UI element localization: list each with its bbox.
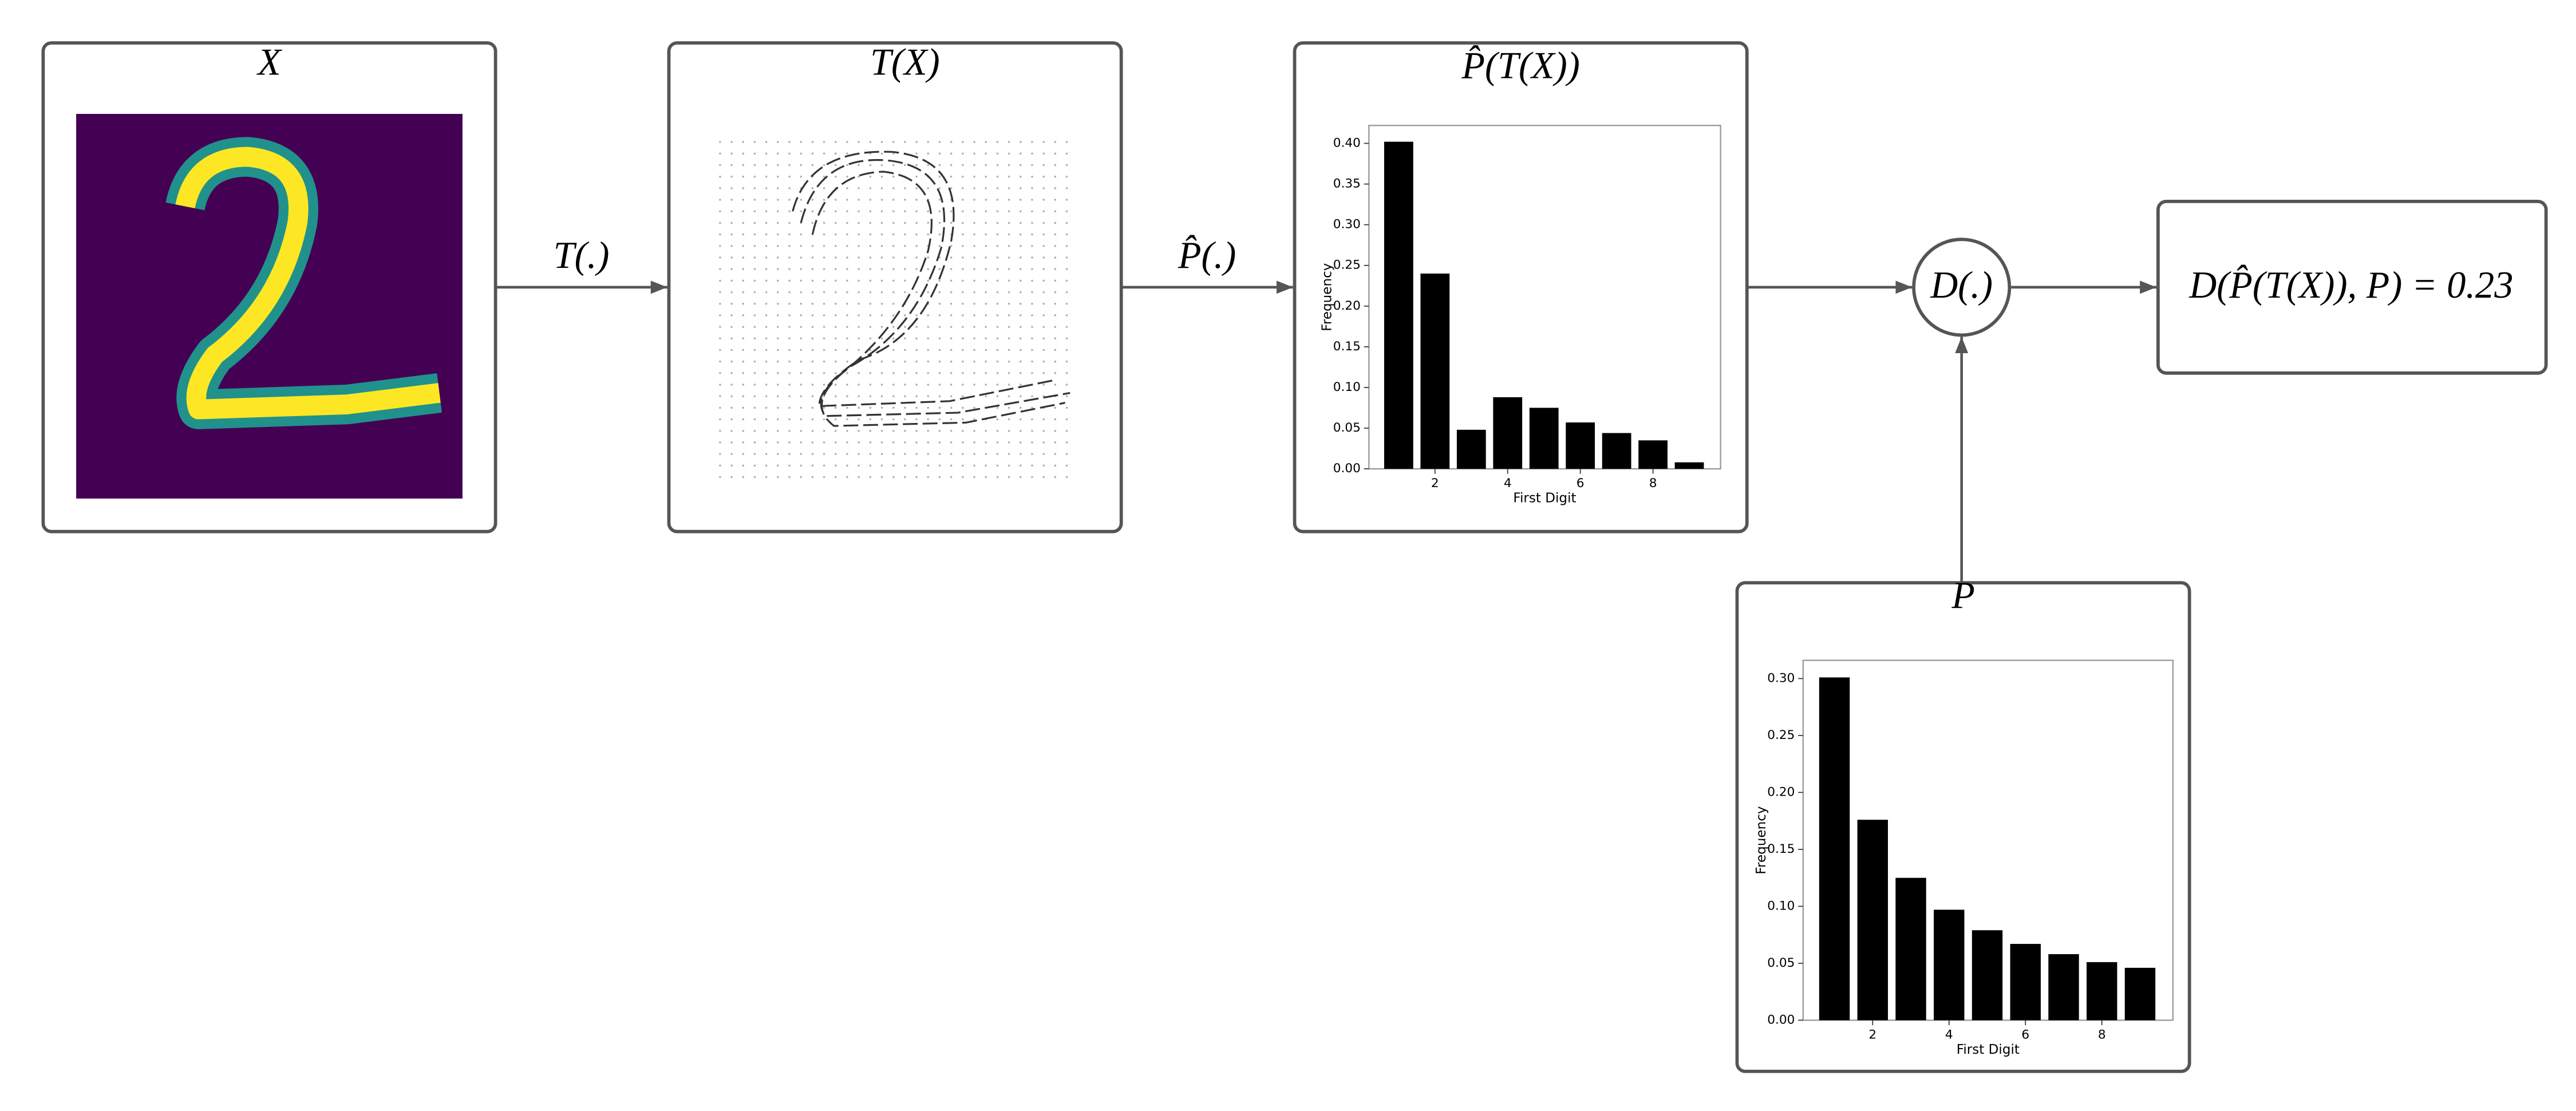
y-tick-label: 0.30 bbox=[1333, 218, 1361, 232]
y-tick-label: 0.20 bbox=[1767, 785, 1795, 799]
edge-label: P̂(.) bbox=[1178, 235, 1236, 276]
edge-label: T(.) bbox=[554, 235, 610, 276]
y-tick-label: 0.40 bbox=[1333, 136, 1361, 150]
bar bbox=[1456, 429, 1486, 469]
result-label: D(P̂(T(X)), P) = 0.23 bbox=[2188, 264, 2513, 306]
y-tick-label: 0.30 bbox=[1767, 671, 1795, 685]
x-tick-label: 2 bbox=[1868, 1027, 1876, 1042]
y-tick-label: 0.15 bbox=[1333, 339, 1361, 354]
node-label: D(.) bbox=[1930, 264, 1993, 306]
node-title: P bbox=[1951, 575, 1975, 616]
bar bbox=[1566, 422, 1595, 469]
x-tick-label: 6 bbox=[2021, 1027, 2029, 1042]
bar bbox=[1895, 877, 1926, 1021]
bar bbox=[1819, 677, 1850, 1021]
x-tick-label: 6 bbox=[1577, 476, 1585, 491]
bar bbox=[1420, 273, 1450, 469]
y-tick-label: 0.20 bbox=[1333, 299, 1361, 313]
digit-stroke-inner bbox=[175, 147, 441, 420]
x-tick-label: 4 bbox=[1504, 476, 1512, 491]
bar bbox=[1934, 910, 1965, 1021]
y-tick-label: 0.10 bbox=[1767, 899, 1795, 913]
x-tick-label: 2 bbox=[1431, 476, 1439, 491]
bar bbox=[1384, 141, 1413, 469]
distance-node bbox=[1912, 238, 2012, 337]
node-title: P̂(T(X)) bbox=[1461, 45, 1580, 86]
x-tick-label: 4 bbox=[1945, 1027, 1953, 1042]
y-tick-label: 0.00 bbox=[1767, 1013, 1795, 1027]
bar bbox=[1971, 930, 2003, 1021]
node-title: X bbox=[256, 42, 282, 84]
y-axis-label: Frequency bbox=[1754, 806, 1769, 874]
x-tick-label: 8 bbox=[2098, 1027, 2106, 1042]
y-tick-label: 0.15 bbox=[1767, 842, 1795, 856]
bar bbox=[2010, 944, 2041, 1021]
bar bbox=[1638, 440, 1668, 469]
y-axis-label: Frequency bbox=[1320, 263, 1335, 331]
bar bbox=[2124, 967, 2156, 1021]
y-tick-label: 0.35 bbox=[1333, 177, 1361, 191]
vector-field bbox=[792, 151, 1070, 427]
y-tick-label: 0.05 bbox=[1767, 956, 1795, 970]
x-axis-label: First Digit bbox=[1957, 1042, 2020, 1057]
bar bbox=[1674, 462, 1704, 469]
result-box bbox=[2156, 199, 2548, 375]
bar bbox=[1529, 408, 1559, 469]
y-tick-label: 0.05 bbox=[1333, 421, 1361, 435]
y-tick-label: 0.25 bbox=[1333, 258, 1361, 272]
y-tick-label: 0.25 bbox=[1767, 728, 1795, 742]
bar bbox=[1602, 433, 1631, 469]
vector-grid bbox=[715, 132, 1075, 483]
x-axis-label: First Digit bbox=[1513, 491, 1576, 505]
bar bbox=[2048, 954, 2079, 1021]
y-tick-label: 0.00 bbox=[1333, 461, 1361, 476]
bar bbox=[1857, 820, 1888, 1021]
bar bbox=[1493, 397, 1523, 469]
y-tick-label: 0.10 bbox=[1333, 380, 1361, 394]
bar bbox=[2087, 962, 2117, 1021]
x-tick-label: 8 bbox=[1649, 476, 1657, 491]
node-title: T(X) bbox=[870, 42, 940, 84]
